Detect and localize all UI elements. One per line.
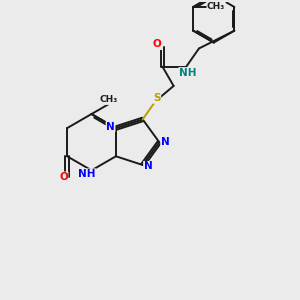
- Text: NH: NH: [179, 68, 196, 78]
- Text: CH₃: CH₃: [99, 95, 117, 104]
- Text: N: N: [144, 161, 152, 172]
- Text: S: S: [153, 93, 161, 103]
- Text: N: N: [106, 122, 115, 132]
- Text: O: O: [59, 172, 68, 182]
- Text: CH₃: CH₃: [207, 2, 225, 11]
- Text: NH: NH: [78, 169, 96, 179]
- Text: N: N: [161, 137, 170, 147]
- Text: O: O: [153, 40, 161, 50]
